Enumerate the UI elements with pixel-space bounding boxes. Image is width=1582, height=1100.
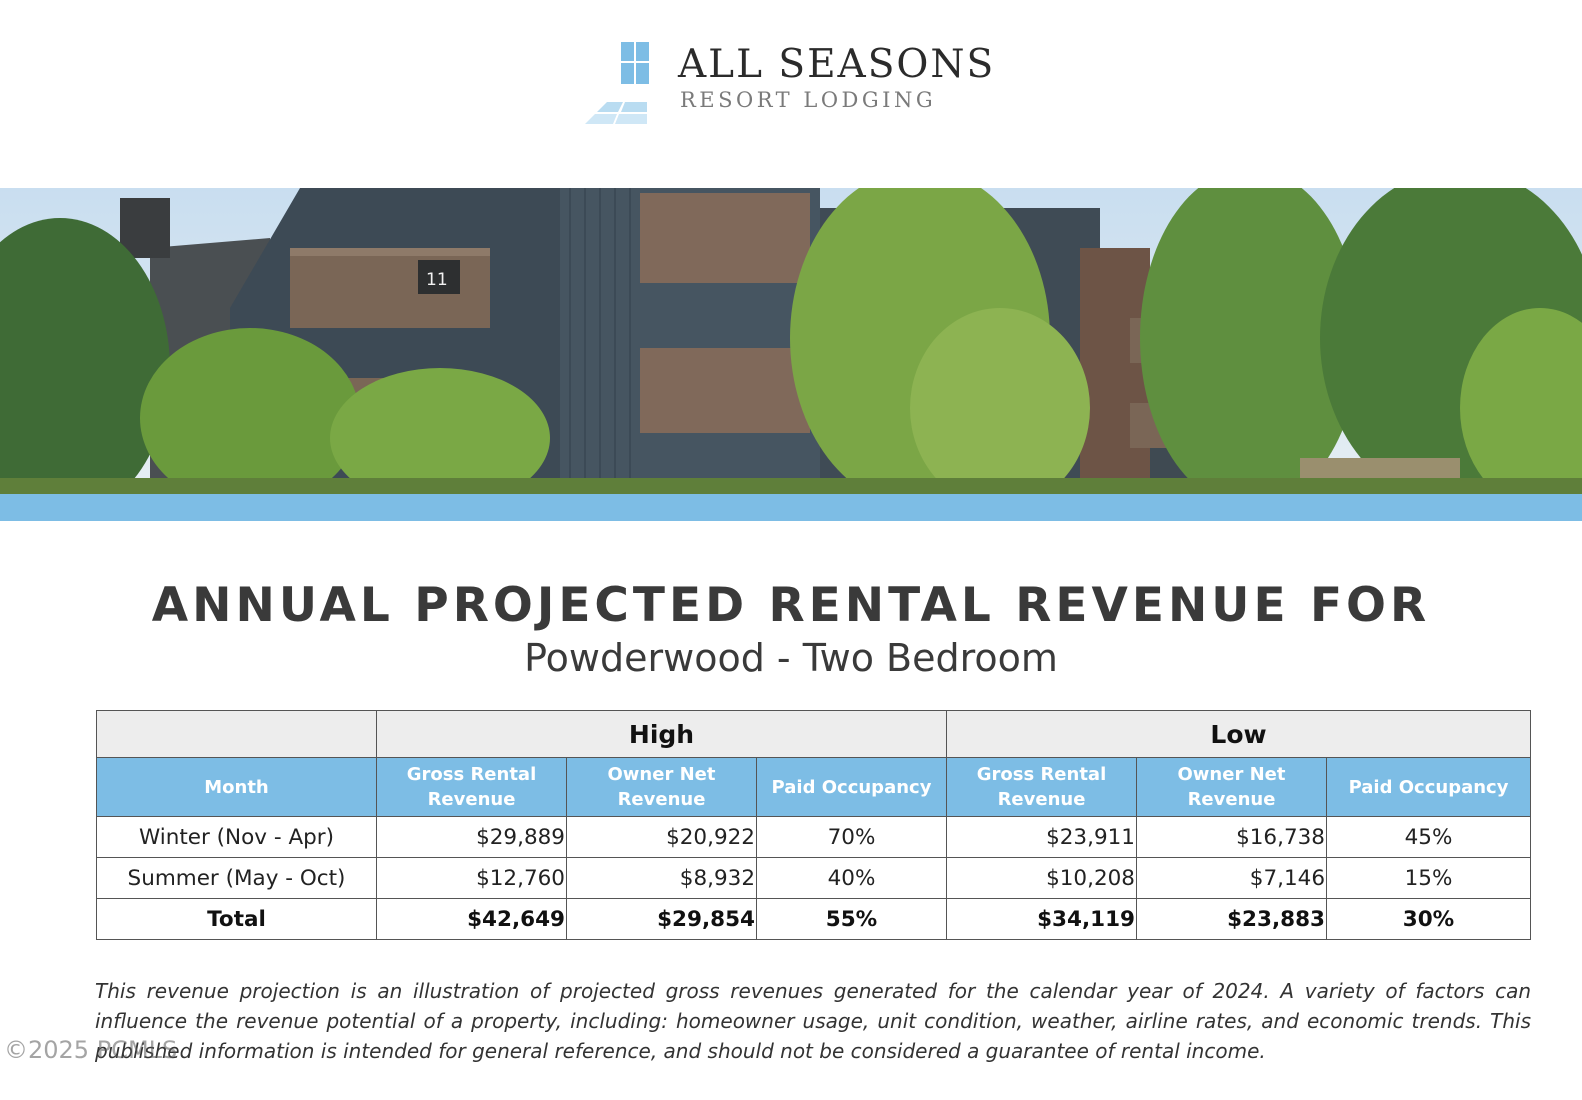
- property-name: Powderwood - Two Bedroom: [524, 636, 1058, 680]
- property-photo: 11: [0, 188, 1582, 494]
- logo-subtitle: RESORT LODGING: [680, 88, 937, 112]
- row-label: Summer (May - Oct): [96, 857, 377, 899]
- accent-band: [0, 494, 1582, 521]
- unit-number-sign: 11: [426, 270, 448, 290]
- table-row: Summer (May - Oct) $12,760 $8,932 40% $1…: [96, 857, 1532, 899]
- table-total-row: Total $42,649 $29,854 55% $34,119 $23,88…: [96, 898, 1532, 940]
- high-gross-value: $29,889: [376, 816, 567, 858]
- column-header-low-gross: Gross Rental Revenue: [946, 757, 1137, 817]
- high-occupancy-value: 55%: [756, 898, 947, 940]
- table-row: Winter (Nov - Apr) $29,889 $20,922 70% $…: [96, 816, 1532, 858]
- window-pane-logo-icon: [585, 42, 649, 124]
- low-occupancy-value: 15%: [1325, 857, 1532, 899]
- company-logo: ALL SEASONS RESORT LODGING: [585, 40, 1005, 130]
- table-column-header: Month Gross Rental Revenue Owner Net Rev…: [96, 757, 1532, 817]
- column-header-low-occupancy: Paid Occupancy: [1325, 757, 1532, 817]
- revenue-table: High Low Month Gross Rental Revenue Owne…: [96, 710, 1532, 940]
- high-gross-value: $42,649: [376, 898, 567, 940]
- high-occupancy-value: 70%: [756, 816, 947, 858]
- page-title: ANNUAL PROJECTED RENTAL REVENUE FOR: [151, 578, 1431, 633]
- table-group-header: High Low: [96, 710, 1532, 758]
- column-header-month: Month: [96, 757, 377, 817]
- low-occupancy-value: 45%: [1325, 816, 1532, 858]
- high-owner-value: $20,922: [566, 816, 757, 858]
- group-header-high: High: [376, 710, 947, 758]
- low-occupancy-value: 30%: [1325, 898, 1532, 940]
- logo-title: ALL SEASONS: [678, 42, 996, 87]
- copyright-watermark: ©2025 PCMLS: [4, 1036, 178, 1064]
- blank-header-cell: [96, 710, 377, 758]
- high-gross-value: $12,760: [376, 857, 567, 899]
- row-label: Winter (Nov - Apr): [96, 816, 377, 858]
- high-owner-value: $8,932: [566, 857, 757, 899]
- row-label: Total: [96, 898, 377, 940]
- high-occupancy-value: 40%: [756, 857, 947, 899]
- high-owner-value: $29,854: [566, 898, 757, 940]
- low-gross-value: $23,911: [946, 816, 1137, 858]
- column-header-high-owner: Owner Net Revenue: [566, 757, 757, 817]
- column-header-high-gross: Gross Rental Revenue: [376, 757, 567, 817]
- column-header-high-occupancy: Paid Occupancy: [756, 757, 947, 817]
- group-header-low: Low: [945, 710, 1532, 758]
- low-owner-value: $23,883: [1136, 898, 1327, 940]
- column-header-low-owner: Owner Net Revenue: [1136, 757, 1327, 817]
- disclaimer-text: This revenue projection is an illustrati…: [95, 979, 1531, 1063]
- low-gross-value: $10,208: [946, 857, 1137, 899]
- low-owner-value: $16,738: [1136, 816, 1327, 858]
- low-gross-value: $34,119: [946, 898, 1137, 940]
- low-owner-value: $7,146: [1136, 857, 1327, 899]
